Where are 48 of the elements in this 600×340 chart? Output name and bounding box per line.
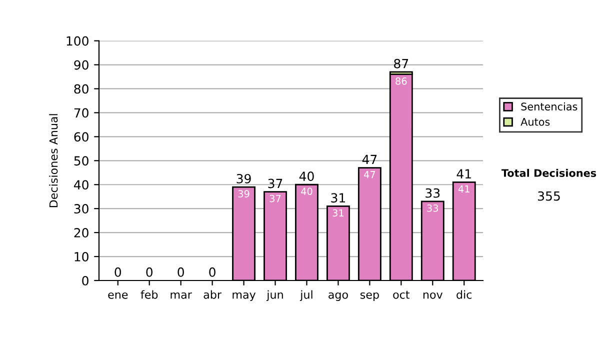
- text: Total Decisiones: [501, 168, 596, 177]
- x-tick-label: ago: [328, 292, 348, 301]
- y-tick-label: 10: [74, 252, 88, 262]
- total-label: 0: [209, 267, 216, 277]
- total-label: 47: [362, 154, 377, 164]
- data-label: 33: [427, 204, 438, 212]
- x-tick-label: ene: [108, 292, 128, 299]
- y-tick-label: 30: [74, 204, 88, 214]
- total-label: 37: [268, 178, 282, 188]
- total-label: 87: [394, 58, 408, 68]
- x-tick-label: feb: [140, 290, 158, 299]
- y-axis-title: Decisiones Anual: [49, 114, 58, 208]
- data-label: 41: [458, 185, 470, 192]
- x-tick-label: nov: [423, 292, 443, 299]
- data-label: 86: [396, 77, 407, 85]
- total-label: 31: [331, 193, 346, 203]
- x-tick-label: abr: [204, 290, 222, 299]
- legend-label: Autos: [520, 118, 550, 126]
- x-tick-label: sep: [360, 292, 379, 301]
- legend-label: Sentencias: [521, 102, 578, 110]
- data-label: 31: [332, 209, 344, 217]
- y-tick-label: 70: [74, 108, 88, 118]
- data-label: 37: [270, 194, 281, 202]
- data-label: 39: [238, 190, 250, 198]
- y-tick-label: 50: [74, 156, 88, 166]
- total-label: 41: [456, 169, 471, 178]
- y-tick-label: 90: [74, 60, 88, 70]
- x-tick-label: jun: [266, 290, 283, 301]
- x-tick-label: jul: [300, 290, 312, 301]
- y-tick-label: 60: [74, 132, 88, 142]
- y-tick-label: 80: [74, 84, 88, 94]
- total-label: 40: [299, 172, 314, 181]
- x-tick-label: oct: [393, 290, 410, 299]
- y-tick-label: 0: [82, 276, 88, 286]
- total-label: 0: [114, 267, 122, 277]
- x-tick-label: dic: [456, 290, 472, 299]
- x-tick-label: mar: [170, 292, 192, 299]
- total-label: 39: [236, 174, 251, 184]
- x-tick-label: may: [232, 292, 256, 301]
- y-tick-label: 20: [74, 228, 88, 238]
- total-label: 0: [146, 267, 153, 277]
- data-label: 47: [364, 171, 376, 178]
- text: 355: [538, 191, 560, 201]
- total-label: 33: [426, 188, 440, 198]
- y-tick-label: 40: [74, 180, 88, 190]
- total-label: 0: [178, 267, 184, 277]
- data-label: 40: [301, 188, 312, 196]
- y-tick-label: 100: [66, 36, 88, 46]
